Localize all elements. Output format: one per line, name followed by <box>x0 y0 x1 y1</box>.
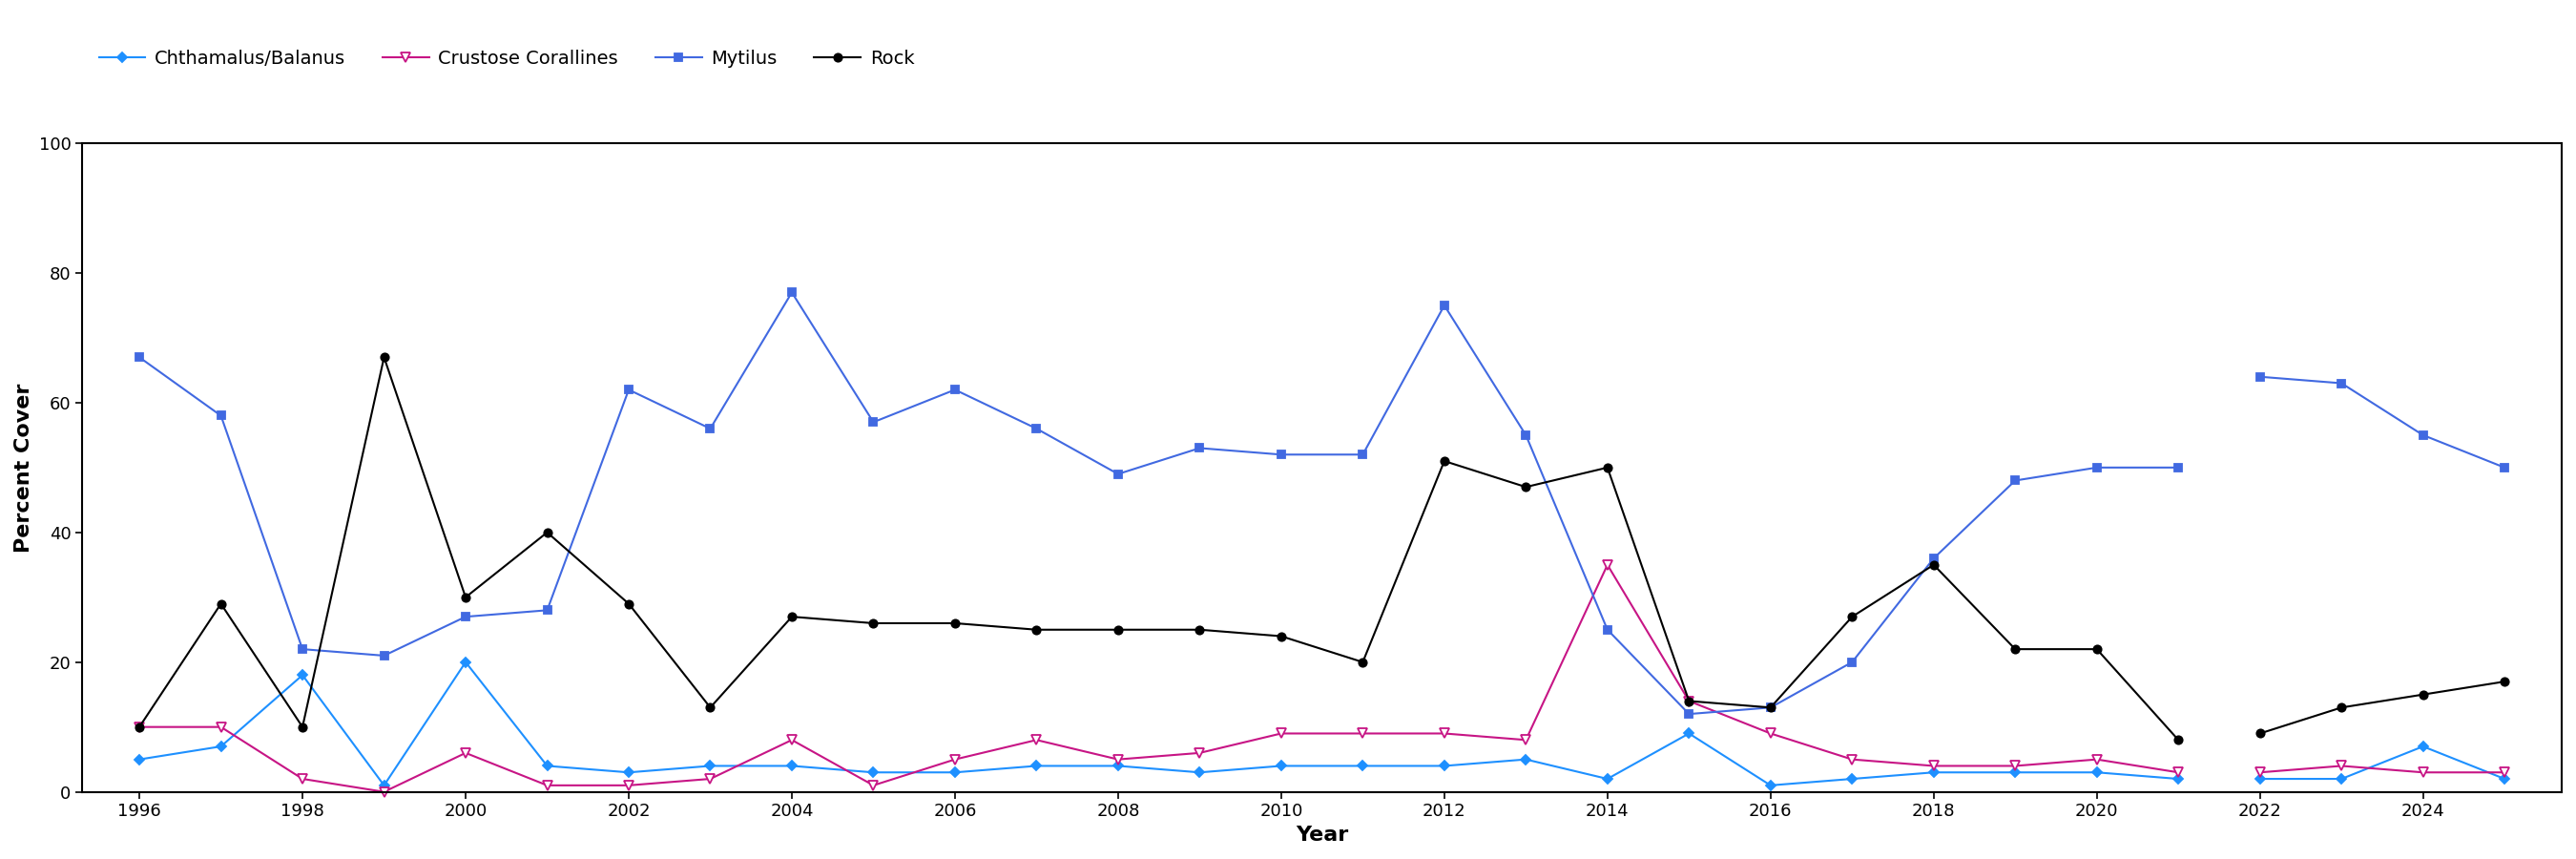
X-axis label: Year: Year <box>1296 825 1347 844</box>
Legend: Chthamalus/Balanus, Crustose Corallines, Mytilus, Rock: Chthamalus/Balanus, Crustose Corallines,… <box>93 42 922 76</box>
Y-axis label: Percent Cover: Percent Cover <box>15 383 33 552</box>
